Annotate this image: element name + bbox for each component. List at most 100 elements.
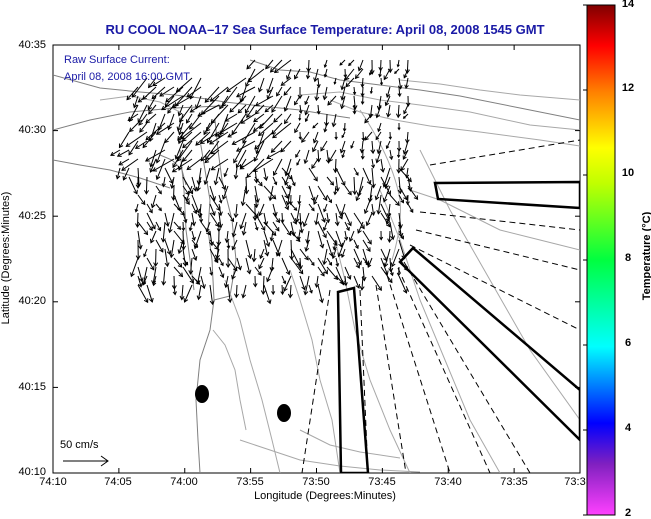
current-vectors — [110, 59, 419, 306]
current-vector-head — [149, 162, 154, 168]
current-vector-head — [167, 228, 173, 234]
current-vector — [276, 239, 283, 256]
current-vector-head — [311, 164, 316, 170]
current-vector — [178, 239, 184, 254]
current-vector-head — [379, 82, 384, 86]
current-vector-head — [158, 207, 162, 212]
current-vector — [305, 104, 310, 115]
current-vector-head — [211, 211, 216, 217]
current-vector — [340, 140, 346, 153]
current-vector-head — [352, 190, 358, 196]
x-tick-label: 73:40 — [434, 476, 462, 488]
current-vector — [403, 113, 409, 119]
current-vector — [317, 284, 323, 303]
station-marker — [277, 404, 291, 422]
current-vector-head — [226, 87, 231, 93]
current-vector — [225, 275, 229, 288]
current-vector — [320, 140, 328, 152]
current-vector-head — [233, 174, 239, 180]
current-vector — [362, 248, 369, 265]
current-vector-head — [370, 149, 376, 155]
current-vector-head — [365, 221, 371, 227]
current-vector — [403, 68, 409, 78]
current-vector — [162, 221, 166, 242]
current-vector — [377, 140, 382, 154]
current-vector-head — [214, 257, 220, 263]
current-vector — [294, 95, 301, 105]
current-vector — [397, 104, 400, 118]
current-vector-head — [313, 77, 319, 83]
current-vector-head — [403, 74, 408, 79]
current-vector — [178, 158, 184, 171]
x-tick-label: 74:10 — [39, 476, 67, 488]
current-vector — [326, 239, 333, 257]
current-vector-head — [252, 127, 258, 132]
current-vector — [177, 113, 184, 131]
current-vector-head — [164, 262, 170, 268]
current-vector-head — [377, 286, 382, 292]
current-vector-head — [246, 269, 252, 275]
current-vector-head — [175, 87, 181, 93]
current-vector — [283, 275, 292, 292]
current-vector — [209, 194, 221, 211]
current-vector-head — [181, 245, 187, 251]
current-vector — [127, 113, 139, 121]
current-vector — [150, 230, 157, 243]
current-vector — [146, 203, 153, 213]
current-vector — [254, 131, 274, 150]
current-vector-head — [152, 81, 157, 87]
current-vector — [387, 104, 391, 117]
current-vector — [379, 68, 382, 77]
current-vector — [371, 140, 374, 154]
current-vector — [406, 167, 409, 178]
current-vector-head — [319, 243, 325, 249]
current-vector — [164, 248, 169, 267]
current-vector-head — [404, 69, 410, 75]
current-vector-head — [144, 157, 150, 162]
current-vector — [290, 248, 301, 266]
current-vector-head — [223, 173, 228, 178]
current-vector-head — [357, 66, 363, 72]
current-vector-head — [273, 118, 278, 123]
current-vector — [155, 239, 164, 253]
current-vector — [383, 68, 391, 80]
current-vector-head — [406, 102, 411, 107]
current-vector — [173, 284, 176, 295]
current-vector-head — [404, 174, 410, 179]
current-vector-head — [265, 64, 270, 70]
current-vector — [402, 149, 409, 160]
current-vector-head — [179, 295, 185, 301]
current-vector-head — [338, 242, 343, 248]
current-vector-head — [295, 154, 299, 158]
current-vector — [191, 275, 200, 285]
current-vector — [146, 284, 153, 303]
current-vector-head — [188, 270, 194, 275]
current-vector — [299, 257, 302, 269]
current-vector-head — [316, 84, 321, 89]
current-vector — [271, 122, 283, 135]
current-vector — [123, 167, 130, 181]
y-tick-label: 40:35 — [18, 39, 46, 51]
current-vector — [227, 131, 238, 138]
current-vector-head — [224, 117, 230, 122]
current-vector — [164, 167, 174, 184]
current-vector-head — [323, 64, 328, 69]
current-vector — [386, 140, 391, 149]
current-vector — [190, 104, 202, 113]
current-vector-head — [385, 219, 391, 225]
current-vector-head — [301, 138, 306, 143]
current-vector — [211, 158, 229, 171]
current-vector-head — [259, 254, 264, 260]
current-vector — [159, 86, 175, 97]
current-vector — [326, 176, 334, 186]
current-vector — [357, 221, 364, 234]
current-vector-head — [333, 81, 337, 85]
current-vector — [317, 185, 328, 201]
current-vector-head — [388, 278, 393, 284]
current-vector-head — [234, 293, 239, 299]
current-vector-head — [305, 75, 311, 80]
current-vector — [209, 212, 220, 227]
current-vector-head — [223, 283, 229, 289]
current-vector — [280, 77, 292, 86]
current-vector — [172, 149, 184, 168]
